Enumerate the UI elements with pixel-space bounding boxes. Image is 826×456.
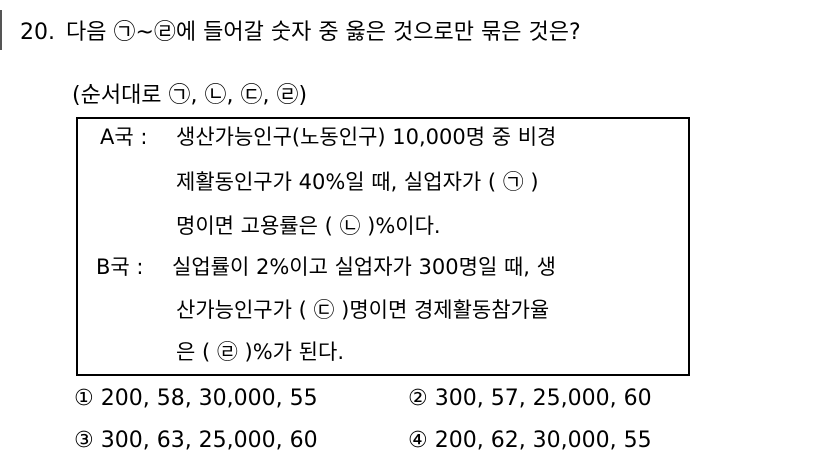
option-3[interactable]: ③ 300, 63, 25,000, 60 xyxy=(74,428,318,453)
country-a-line: 생산가능인구(노동인구) 10,000명 중 비경 xyxy=(176,125,557,149)
question-number: 20. xyxy=(20,20,55,45)
option-2[interactable]: ② 300, 57, 25,000, 60 xyxy=(408,386,652,411)
country-b-line: 산가능인구가 ( ㉢ )명이면 경제활동참가율 xyxy=(176,298,550,322)
option-1[interactable]: ① 200, 58, 30,000, 55 xyxy=(74,386,318,411)
question-stem: 다음 ㉠~㉣에 들어갈 숫자 중 옳은 것으로만 묶은 것은? xyxy=(66,20,581,45)
country-b-label: B국 : xyxy=(96,255,144,279)
country-b-line: 은 ( ㉣ )%가 된다. xyxy=(176,340,344,364)
country-b-line: 실업률이 2%이고 실업자가 300명일 때, 생 xyxy=(172,255,556,279)
margin-line xyxy=(0,10,2,50)
question-note: (순서대로 ㉠, ㉡, ㉢, ㉣) xyxy=(72,83,308,108)
country-a-line: 제활동인구가 40%일 때, 실업자가 ( ㉠ ) xyxy=(176,170,539,194)
country-a-line: 명이면 고용률은 ( ㉡ )%이다. xyxy=(176,214,441,238)
option-4[interactable]: ④ 200, 62, 30,000, 55 xyxy=(408,428,652,453)
info-box xyxy=(76,117,690,376)
country-a-label: A국 : xyxy=(100,125,148,149)
